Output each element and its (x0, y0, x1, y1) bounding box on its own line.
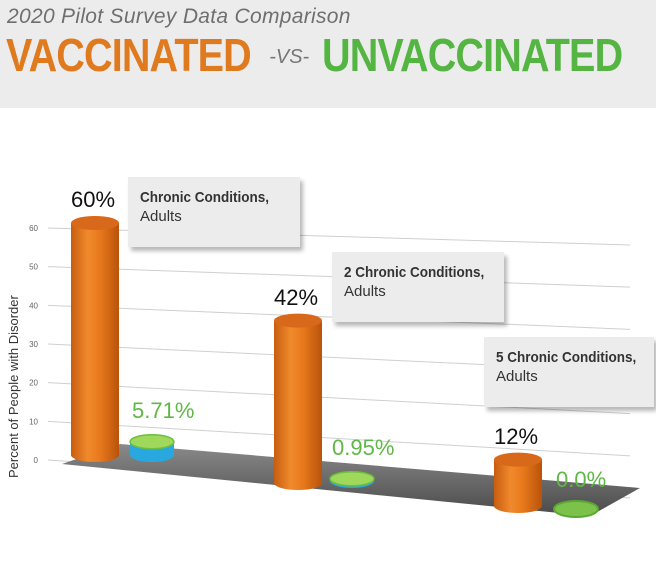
y-axis-label: Percent of People with Disorder (6, 295, 21, 478)
bar-unvaccinated (329, 471, 375, 488)
bars (71, 216, 599, 518)
category-label-line1: Chronic Conditions, (140, 189, 269, 206)
bar-unvaccinated (553, 500, 599, 518)
headline-vs: -VS- (269, 46, 310, 68)
category-label-line1: 5 Chronic Conditions, (496, 349, 637, 366)
value-label-unvaccinated: 5.71% (132, 397, 195, 423)
bar-vaccinated (71, 216, 119, 462)
headline-vaccinated: VACCINATED (6, 29, 252, 81)
value-label-vaccinated: 42% (274, 284, 319, 310)
value-label-vaccinated: 60% (71, 187, 116, 212)
subtitle: 2020 Pilot Survey Data Comparison (7, 5, 351, 28)
y-tick-label: 10 (29, 417, 38, 426)
y-tick-label: 0 (34, 456, 39, 465)
headline-unvaccinated: UNVACCINATED (321, 29, 623, 81)
gridline (47, 420, 631, 457)
category-callout: 2 Chronic Conditions, Adults (332, 252, 504, 322)
headline: VACCINATED -VS- UNVACCINATED (6, 28, 656, 82)
gridline (47, 382, 631, 415)
category-label-line2: Adults (140, 208, 182, 225)
y-tick-label: 60 (29, 224, 38, 233)
bar-vaccinated (494, 452, 542, 513)
bar-vaccinated (274, 313, 322, 490)
y-tick-label: 30 (29, 340, 38, 349)
bar-unvaccinated (129, 434, 175, 462)
value-label-vaccinated: 12% (494, 423, 539, 449)
y-tick-label: 20 (29, 379, 38, 388)
y-tick-label: 50 (29, 263, 38, 272)
category-callout: Chronic Conditions, Adults (128, 177, 300, 247)
category-label-line2: Adults (496, 368, 538, 385)
chart: 0 10 20 30 40 50 60 (29, 216, 640, 518)
y-axis-ticks: 0 10 20 30 40 50 60 (29, 224, 38, 465)
category-callout: 5 Chronic Conditions, Adults (484, 337, 654, 407)
header-banner: 2020 Pilot Survey Data Comparison VACCIN… (0, 0, 656, 108)
value-label-unvaccinated: 0.95% (332, 434, 395, 460)
category-label-line2: Adults (344, 283, 386, 300)
category-label-line1: 2 Chronic Conditions, (344, 264, 485, 281)
y-tick-label: 40 (29, 301, 38, 310)
value-label-unvaccinated: 0.0% (556, 467, 607, 492)
